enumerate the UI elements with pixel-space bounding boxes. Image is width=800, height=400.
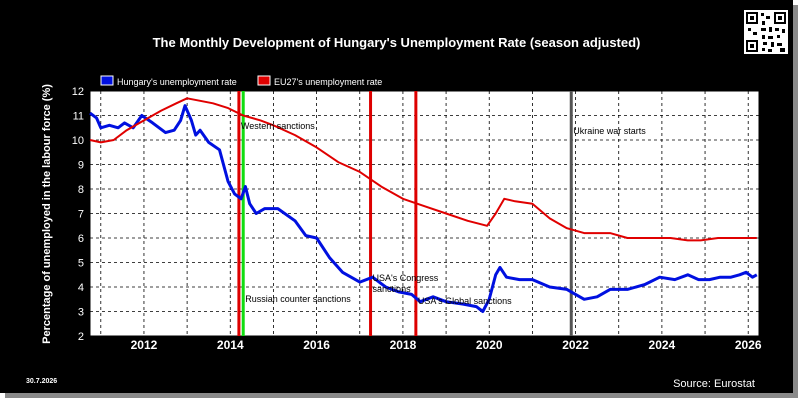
series-line-eu27 bbox=[89, 97, 757, 242]
source-label: Source: Eurostat bbox=[673, 378, 755, 390]
x-tick-label: 2020 bbox=[476, 338, 503, 352]
y-tick-label: 2 bbox=[78, 331, 84, 343]
x-tick-label: 2012 bbox=[131, 338, 158, 352]
annotation-line: USA's Congress bbox=[373, 273, 439, 283]
x-tick-label: 2018 bbox=[390, 338, 417, 352]
y-tick-label: 3 bbox=[78, 307, 84, 319]
legend-label: Hungary's unemployment rate bbox=[117, 77, 237, 87]
x-tick-label: 2024 bbox=[649, 338, 676, 352]
y-tick-label: 6 bbox=[78, 233, 84, 245]
x-tick-label: 2026 bbox=[735, 338, 762, 352]
y-tick-label: 10 bbox=[72, 135, 84, 147]
legend: Hungary's unemployment rate EU27's unempl… bbox=[100, 75, 382, 87]
event-lines bbox=[237, 91, 573, 336]
event-annotation-label: Western sanctions bbox=[241, 121, 315, 131]
legend-swatch bbox=[100, 75, 114, 86]
x-tick-label: 2016 bbox=[303, 338, 330, 352]
legend-label: EU27's unemployment rate bbox=[274, 77, 382, 87]
x-tick-labels: 2012 2014 2016 2018 2020 2022 2024 2026 bbox=[131, 338, 762, 352]
x-tick-label: 2014 bbox=[217, 338, 244, 352]
series-lines bbox=[89, 97, 758, 313]
date-stamp: 30.7.2026 bbox=[26, 378, 58, 385]
event-annotation-label: USA's Congress sanctions bbox=[373, 273, 439, 294]
series-line-hungary bbox=[89, 104, 758, 313]
y-tick-label: 4 bbox=[78, 282, 84, 294]
y-tick-label: 5 bbox=[78, 258, 84, 270]
event-annotation-label: Russian counter sanctions bbox=[245, 294, 351, 304]
legend-swatch bbox=[257, 75, 271, 86]
y-tick-labels: 2 3 4 5 6 7 8 9 10 11 12 bbox=[72, 86, 84, 343]
unemployment-chart: Western sanctions Russian counter sanctio… bbox=[41, 75, 762, 352]
y-tick-label: 12 bbox=[72, 86, 84, 98]
x-tick-label: 2022 bbox=[562, 338, 589, 352]
chart-title: The Monthly Development of Hungary's Une… bbox=[152, 35, 641, 50]
event-annotations: Western sanctions Russian counter sanctio… bbox=[241, 121, 646, 306]
qr-code-icon bbox=[744, 10, 788, 54]
y-tick-label: 11 bbox=[73, 111, 84, 123]
y-tick-label: 7 bbox=[78, 209, 84, 221]
annotation-line: sanctions bbox=[373, 284, 412, 294]
y-tick-label: 8 bbox=[78, 184, 84, 196]
y-axis-label: Percentage of unemployed in the labour f… bbox=[41, 84, 53, 344]
event-annotation-label: USA's Global sanctions bbox=[418, 296, 512, 306]
y-tick-label: 9 bbox=[78, 160, 84, 172]
event-annotation-label: Ukraine war starts bbox=[573, 126, 646, 136]
